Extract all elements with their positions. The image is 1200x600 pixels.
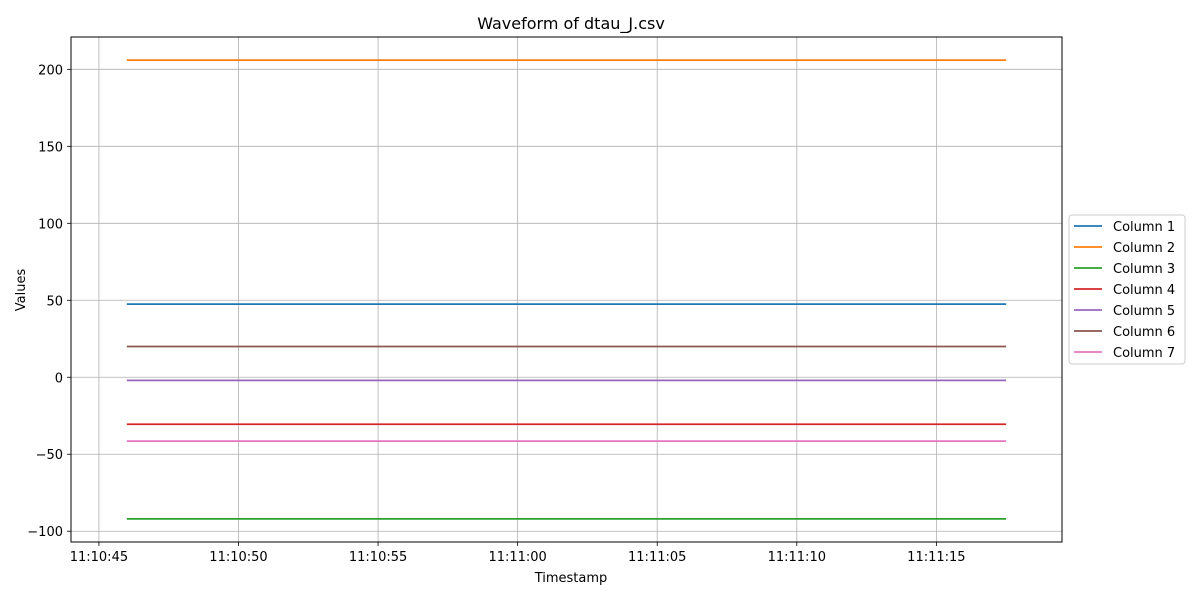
y-tick-label: 50 (46, 294, 63, 309)
y-tick-label: −50 (36, 448, 63, 463)
x-tick-label: 11:10:50 (209, 550, 267, 565)
x-tick-label: 11:11:15 (907, 550, 965, 565)
x-tick-label: 11:10:55 (349, 550, 407, 565)
plot-area-frame (70, 36, 1063, 543)
legend-label: Column 7 (1113, 346, 1175, 361)
y-tick-label: −100 (27, 525, 63, 540)
x-tick-label: 11:11:10 (768, 550, 826, 565)
legend-label: Column 1 (1113, 220, 1175, 235)
y-tick-label: 150 (38, 140, 63, 155)
legend-label: Column 5 (1113, 304, 1175, 319)
chart-title: Waveform of dtau_J.csv (477, 14, 665, 34)
legend: Column 1 Column 2 Column 3 Column 4 Column 5… (1068, 214, 1186, 365)
x-axis-ticks: 11:10:45 11:10:50 11:10:55 11:11:00 11:11:05… (70, 542, 966, 565)
legend-label: Column 3 (1113, 262, 1175, 277)
y-tick-label: 100 (38, 217, 63, 232)
x-tick-label: 11:11:05 (628, 550, 686, 565)
y-axis-title: Values (14, 269, 29, 312)
y-tick-label: 200 (38, 63, 63, 78)
legend-box (1068, 214, 1186, 365)
legend-label: Column 2 (1113, 241, 1175, 256)
legend-label: Column 6 (1113, 325, 1175, 340)
legend-label: Column 4 (1113, 283, 1175, 298)
x-tick-label: 11:11:00 (488, 550, 546, 565)
grid-lines (71, 37, 1062, 542)
y-axis-ticks: −100 −50 0 50 100 150 200 (27, 63, 71, 540)
y-tick-label: 0 (55, 371, 63, 386)
x-tick-label: 11:10:45 (70, 550, 128, 565)
series-lines (126, 59, 1007, 520)
x-axis-title: Timestamp (534, 571, 608, 586)
